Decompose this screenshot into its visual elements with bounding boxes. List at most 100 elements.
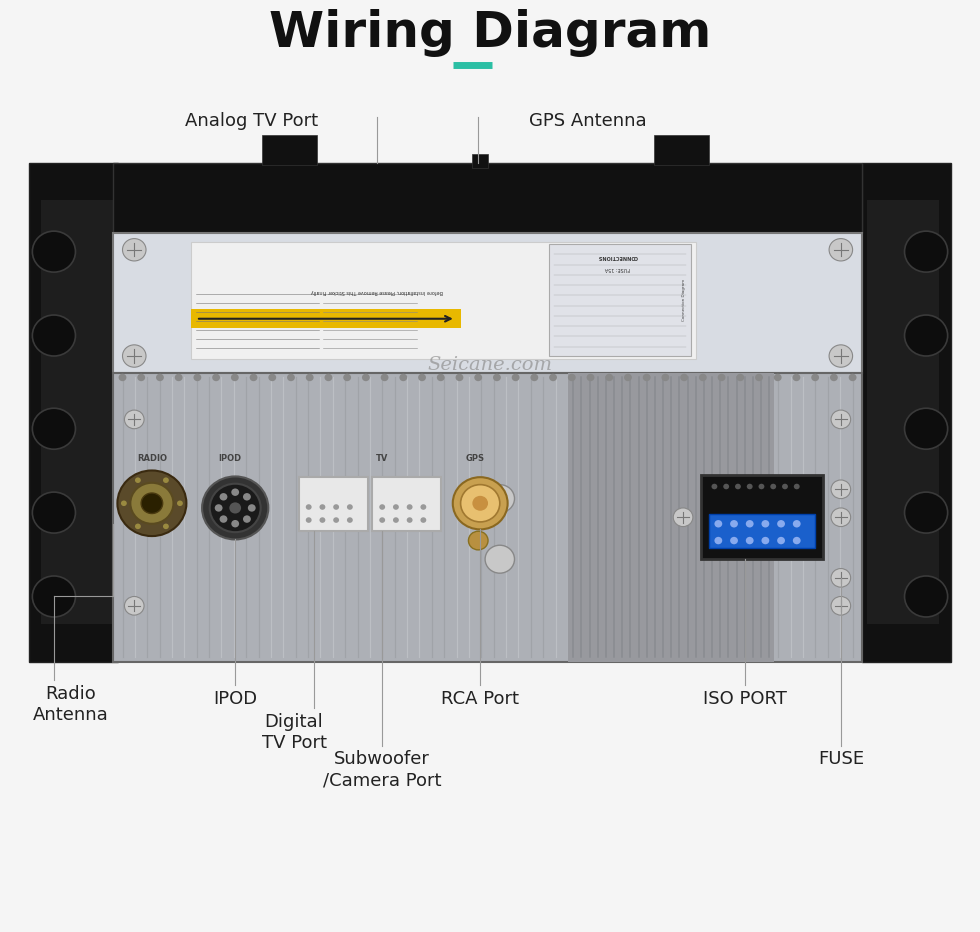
Circle shape (437, 374, 445, 381)
Circle shape (32, 576, 75, 617)
Circle shape (782, 484, 788, 489)
Circle shape (231, 520, 239, 528)
Circle shape (407, 517, 413, 523)
Circle shape (456, 374, 464, 381)
Circle shape (606, 374, 613, 381)
Circle shape (567, 374, 575, 381)
Circle shape (761, 537, 769, 544)
Circle shape (723, 484, 729, 489)
Text: Subwoofer
/Camera Port: Subwoofer /Camera Port (323, 750, 441, 789)
Text: GPS Antenna: GPS Antenna (529, 112, 647, 130)
Circle shape (122, 345, 146, 367)
Bar (701, 475, 823, 559)
Circle shape (122, 239, 146, 261)
Circle shape (730, 520, 738, 528)
Circle shape (831, 596, 851, 615)
Circle shape (746, 520, 754, 528)
Circle shape (774, 374, 782, 381)
Circle shape (32, 408, 75, 449)
Bar (191, 242, 696, 359)
Circle shape (468, 531, 488, 550)
Circle shape (362, 374, 369, 381)
Text: Before Installation, Please Remove This Sticker Finally: Before Installation, Please Remove This … (311, 289, 443, 294)
Bar (549, 244, 691, 356)
Circle shape (699, 374, 707, 381)
Circle shape (735, 484, 741, 489)
Bar (472, 154, 488, 168)
Circle shape (831, 410, 851, 429)
Bar (862, 163, 951, 662)
Circle shape (747, 484, 753, 489)
Circle shape (306, 504, 312, 510)
Circle shape (229, 502, 241, 514)
Circle shape (794, 484, 800, 489)
Circle shape (549, 374, 557, 381)
Circle shape (474, 374, 482, 381)
Bar (867, 200, 939, 624)
Text: ISO PORT: ISO PORT (703, 690, 787, 707)
Circle shape (210, 484, 261, 532)
Circle shape (472, 496, 488, 511)
Circle shape (530, 374, 538, 381)
Circle shape (461, 485, 500, 522)
Circle shape (231, 488, 239, 496)
Circle shape (793, 374, 801, 381)
Circle shape (714, 537, 722, 544)
Circle shape (453, 477, 508, 529)
Circle shape (714, 520, 722, 528)
Circle shape (379, 504, 385, 510)
Circle shape (393, 517, 399, 523)
Circle shape (420, 517, 426, 523)
Bar (41, 200, 113, 624)
Text: IPOD: IPOD (219, 454, 242, 463)
Circle shape (777, 537, 785, 544)
Circle shape (156, 374, 164, 381)
Circle shape (905, 315, 948, 356)
Circle shape (905, 576, 948, 617)
Bar (372, 477, 441, 531)
Circle shape (220, 493, 227, 500)
Circle shape (393, 504, 399, 510)
Bar (29, 163, 118, 662)
Circle shape (379, 517, 385, 523)
Circle shape (905, 408, 948, 449)
Bar (113, 163, 862, 233)
Circle shape (135, 477, 141, 483)
Circle shape (831, 569, 851, 587)
Circle shape (905, 492, 948, 533)
Text: TV: TV (376, 454, 388, 463)
Circle shape (755, 374, 762, 381)
Circle shape (163, 524, 169, 529)
Text: FUSE: 15A: FUSE: 15A (605, 266, 630, 270)
Circle shape (124, 410, 144, 429)
Circle shape (717, 374, 725, 381)
Circle shape (407, 504, 413, 510)
Circle shape (324, 374, 332, 381)
Circle shape (243, 515, 251, 523)
Circle shape (121, 500, 126, 506)
Text: FUSE: FUSE (817, 750, 864, 768)
Text: Digital
TV Port: Digital TV Port (262, 713, 326, 752)
Circle shape (215, 504, 222, 512)
Circle shape (220, 515, 227, 523)
Bar (568, 373, 774, 662)
Text: Connection Diagram: Connection Diagram (682, 279, 686, 322)
Circle shape (193, 374, 201, 381)
Text: RADIO: RADIO (137, 454, 167, 463)
Circle shape (673, 508, 693, 527)
Bar (299, 477, 368, 531)
Circle shape (124, 596, 144, 615)
Circle shape (730, 537, 738, 544)
Circle shape (118, 471, 186, 536)
Circle shape (174, 374, 182, 381)
Circle shape (643, 374, 651, 381)
Text: Radio
Antenna: Radio Antenna (32, 685, 109, 724)
Circle shape (624, 374, 632, 381)
Circle shape (831, 508, 851, 527)
Circle shape (493, 374, 501, 381)
Circle shape (793, 520, 801, 528)
Circle shape (347, 517, 353, 523)
Circle shape (512, 374, 519, 381)
Circle shape (418, 374, 426, 381)
Text: GPS: GPS (466, 454, 485, 463)
